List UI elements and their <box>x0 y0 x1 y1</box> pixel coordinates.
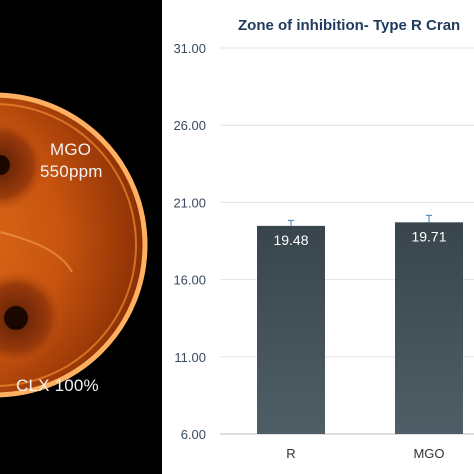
panel-divider <box>162 0 168 474</box>
y-tick-label: 31.00 <box>173 41 206 56</box>
y-tick-label: 26.00 <box>173 118 206 133</box>
bar-chart: Zone of inhibition- Type R Cran 6.00 11.0… <box>173 17 474 461</box>
category-label: MGO <box>413 446 444 461</box>
category-label: R <box>286 446 295 461</box>
inhibition-zone-clx <box>0 270 64 366</box>
bar-value-label: 19.71 <box>411 228 446 244</box>
y-tick-label: 16.00 <box>173 273 206 288</box>
y-tick-label: 6.00 <box>181 427 206 442</box>
y-tick-label: 11.00 <box>174 350 206 365</box>
bar-value-label: 19.48 <box>273 232 308 248</box>
plate-rim <box>0 92 148 398</box>
bar-r <box>257 225 325 434</box>
disc-mgo <box>0 155 10 175</box>
petri-dish-photo: MGO 550ppm CLX 100% <box>0 0 162 474</box>
petri-dish-image <box>0 92 148 398</box>
chart-title: Zone of inhibition- Type R Cran <box>238 17 460 34</box>
label-clx: CLX 100% <box>16 376 99 395</box>
label-mgo: MGO <box>50 140 92 159</box>
y-tick-label: 21.00 <box>173 195 206 210</box>
label-mgo-dose: 550ppm <box>40 162 103 181</box>
disc-clx <box>4 306 28 330</box>
inhibition-zone-mgo <box>0 119 46 211</box>
bar-mgo <box>395 222 463 434</box>
bar-chart-panel: Zone of inhibition- Type R Cran 6.00 11.0… <box>168 0 474 474</box>
